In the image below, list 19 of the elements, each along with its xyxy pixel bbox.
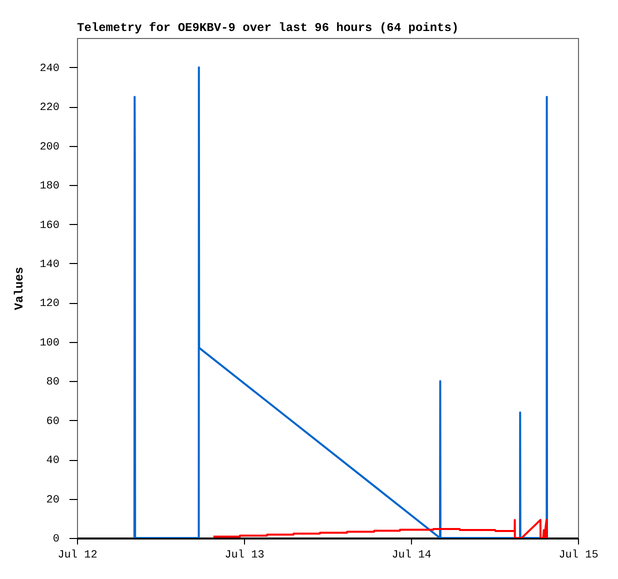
y-tick-label: 40 — [46, 455, 60, 468]
chart-title: Telemetry for OE9KBV-9 over last 96 hours (64 points) — [77, 21, 459, 35]
y-axis-title: Values — [12, 266, 27, 310]
y-tick-label: 160 — [40, 220, 60, 232]
x-tick-label: Jul 15 — [558, 550, 598, 562]
x-tick-label: Jul 12 — [58, 550, 98, 562]
y-tick-label: 200 — [40, 141, 60, 154]
y-tick-label: 140 — [40, 258, 60, 271]
y-tick-label: 240 — [40, 62, 60, 75]
y-tick-label: 60 — [46, 416, 60, 428]
y-tick-label: 120 — [40, 298, 60, 310]
x-tick-label: Jul 13 — [224, 550, 264, 562]
x-tick-label: Jul 14 — [392, 550, 432, 562]
y-tick-label: 20 — [46, 494, 60, 506]
y-tick-label: 180 — [40, 180, 60, 193]
y-tick-label: 80 — [46, 376, 60, 389]
y-tick-label: 0 — [52, 534, 60, 546]
y-tick-label: 100 — [40, 337, 60, 350]
y-tick-label: 220 — [40, 102, 60, 114]
